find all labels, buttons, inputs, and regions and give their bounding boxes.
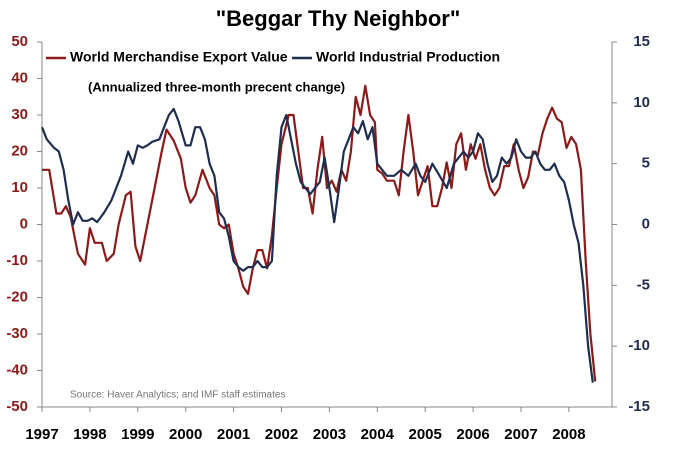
x-tick-label: 1997 [25, 426, 58, 443]
chart-subtitle: (Annualized three-month precent change) [88, 79, 345, 94]
y-tick-label: 20 [11, 142, 28, 159]
y-tick-label: 40 [11, 69, 28, 86]
x-tick-label: 2004 [361, 426, 395, 443]
x-tick-label: 2007 [504, 426, 537, 443]
x-tick-label: 2008 [552, 426, 585, 443]
x-tick-label: 2006 [456, 426, 489, 443]
series-line [42, 84, 597, 382]
x-tick-label: 2002 [265, 426, 298, 443]
y-tick-label: -40 [6, 361, 28, 378]
y-tick-label: 50 [11, 33, 28, 50]
y2-tick-label: -15 [628, 398, 650, 415]
x-tick-label: 2001 [217, 426, 250, 443]
y-tick-label: -30 [6, 325, 28, 342]
y2-tick-label: 15 [633, 33, 650, 50]
legend-label: World Merchandise Export Value [70, 49, 288, 65]
y-tick-label: 0 [20, 215, 28, 232]
y2-tick-label: 5 [642, 155, 650, 172]
y-tick-label: -10 [6, 252, 28, 269]
x-tick-label: 2003 [313, 426, 346, 443]
y2-tick-label: -10 [628, 337, 650, 354]
source-note: Source: Haver Analytics; and IMF staff e… [70, 390, 285, 401]
y-tick-label: 10 [11, 179, 28, 196]
y-tick-label: -50 [6, 398, 28, 415]
x-tick-label: 2000 [169, 426, 202, 443]
y2-tick-label: -5 [637, 276, 650, 293]
y-tick-label: -20 [6, 288, 28, 305]
x-tick-label: 1998 [73, 426, 106, 443]
y2-tick-label: 0 [642, 215, 650, 232]
y-tick-label: 30 [11, 106, 28, 123]
x-tick-label: 1999 [121, 426, 154, 443]
x-tick-label: 2005 [409, 426, 442, 443]
chart-title: "Beggar Thy Neighbor" [216, 6, 461, 31]
y2-tick-label: 10 [633, 94, 650, 111]
series-line [40, 107, 594, 383]
legend-label: World Industrial Production [316, 49, 500, 65]
